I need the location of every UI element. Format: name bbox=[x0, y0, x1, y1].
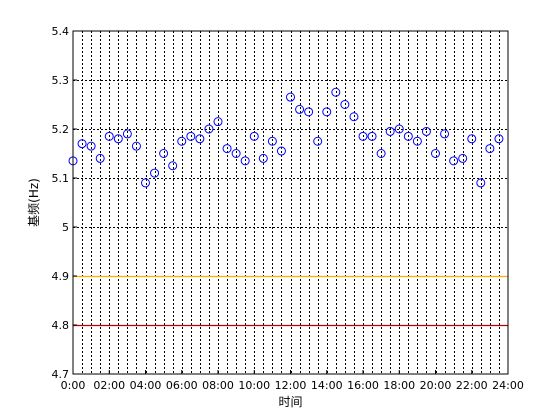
data-point bbox=[204, 124, 214, 134]
data-point bbox=[403, 131, 413, 141]
data-point bbox=[286, 92, 295, 102]
data-point bbox=[95, 153, 105, 163]
data-point bbox=[322, 107, 332, 117]
data-point bbox=[267, 136, 277, 146]
data-point bbox=[376, 149, 386, 158]
data-point bbox=[331, 87, 341, 97]
x-tick-label: 06:00 bbox=[166, 379, 198, 392]
data-point bbox=[431, 149, 440, 158]
data-point bbox=[421, 126, 431, 136]
x-tick-label: 20:00 bbox=[420, 379, 452, 392]
data-point bbox=[412, 136, 422, 146]
data-point bbox=[394, 124, 404, 134]
data-point bbox=[141, 178, 150, 188]
data-point bbox=[258, 153, 268, 163]
x-tick-label: 08:00 bbox=[202, 379, 234, 392]
data-point bbox=[249, 131, 259, 141]
x-tick-label: 18:00 bbox=[383, 379, 415, 392]
data-point bbox=[159, 149, 169, 158]
data-point bbox=[195, 134, 205, 144]
y-tick-label: 4.8 bbox=[52, 319, 70, 332]
y-axis-label: 基频(Hz) bbox=[27, 178, 41, 227]
data-point bbox=[349, 112, 359, 122]
data-point bbox=[358, 131, 368, 141]
plot-frame bbox=[72, 30, 509, 375]
data-point bbox=[131, 141, 141, 151]
data-point bbox=[313, 136, 323, 146]
x-tick-label: 02:00 bbox=[93, 379, 125, 392]
data-point bbox=[177, 136, 187, 146]
data-point bbox=[213, 117, 223, 127]
y-tick-label: 5.4 bbox=[52, 25, 70, 38]
data-point bbox=[168, 161, 178, 171]
x-axis-label: 时间 bbox=[278, 395, 302, 409]
data-point bbox=[240, 156, 250, 166]
y-tick-label: 4.7 bbox=[52, 368, 70, 381]
data-point bbox=[304, 107, 314, 117]
x-tick-label: 12:00 bbox=[275, 379, 307, 392]
data-point bbox=[295, 104, 305, 114]
data-point bbox=[449, 156, 459, 166]
y-tick-label: 5.3 bbox=[52, 74, 70, 87]
x-tick-label: 16:00 bbox=[347, 379, 379, 392]
y-tick-label: 5.2 bbox=[52, 123, 70, 136]
reference-lines bbox=[73, 275, 508, 327]
data-point bbox=[186, 131, 196, 141]
y-tick-label: 4.9 bbox=[52, 270, 70, 283]
data-point bbox=[494, 134, 504, 144]
grid bbox=[73, 31, 508, 374]
data-point bbox=[485, 144, 495, 154]
data-point bbox=[86, 141, 96, 151]
x-tick-label: 04:00 bbox=[130, 379, 162, 392]
data-point bbox=[276, 146, 286, 156]
data-point bbox=[231, 149, 241, 158]
x-tick-label: 22:00 bbox=[456, 379, 488, 392]
y-tick-labels: 4.7 4.8 4.9 5 5.1 5.2 5.3 5.4 bbox=[52, 25, 77, 381]
data-point bbox=[440, 129, 450, 139]
x-tick-label: 10:00 bbox=[238, 379, 270, 392]
data-point bbox=[367, 131, 377, 141]
y-tick-label: 5 bbox=[62, 221, 69, 234]
x-tick-label: 14:00 bbox=[311, 379, 343, 392]
data-point bbox=[385, 126, 395, 136]
data-point bbox=[113, 134, 123, 144]
data-point bbox=[222, 144, 232, 154]
x-tick-label: 0:00 bbox=[61, 379, 86, 392]
data-point bbox=[476, 178, 486, 188]
data-point bbox=[467, 134, 477, 144]
x-tick-label: 24:00 bbox=[492, 379, 524, 392]
data-point bbox=[104, 131, 114, 141]
data-points bbox=[68, 87, 504, 188]
data-point bbox=[458, 153, 468, 163]
x-tick-labels: 0:00 02:00 04:00 06:00 08:00 10:00 12:00 14:00 1… bbox=[61, 370, 524, 392]
data-point bbox=[77, 139, 87, 149]
data-point bbox=[150, 168, 160, 178]
data-point bbox=[340, 100, 350, 109]
y-tick-label: 5.1 bbox=[52, 172, 70, 185]
data-point bbox=[122, 129, 132, 139]
